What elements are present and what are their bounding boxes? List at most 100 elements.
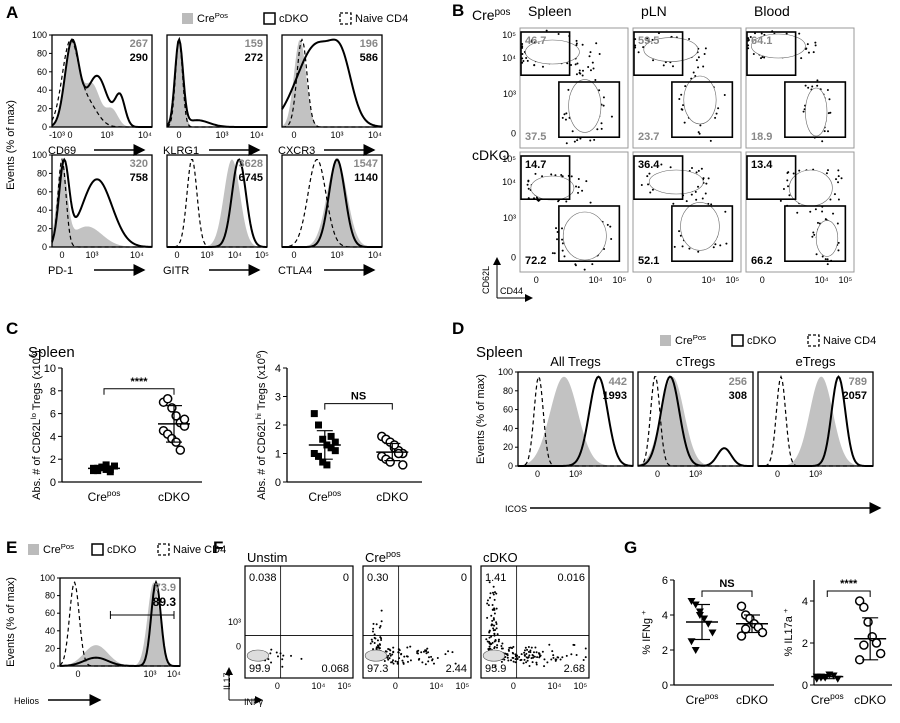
plot-frame [59, 577, 181, 667]
y-tick-label: 20 [503, 442, 513, 452]
gate-percent: 13.4 [751, 159, 773, 171]
histogram-fill [167, 159, 267, 247]
contour [648, 169, 704, 195]
event-dot [715, 112, 718, 115]
event-dot [833, 193, 836, 196]
x-tick-label: 0 [534, 275, 539, 285]
superscript: Pos [61, 542, 74, 551]
event-dot [525, 652, 528, 655]
data-point [740, 624, 751, 634]
x-tick-label: 10⁵ [725, 275, 739, 285]
x-axis-label: ICOS [505, 504, 527, 514]
event-dot [584, 647, 587, 650]
event-dot [602, 104, 605, 107]
event-dot [594, 79, 597, 82]
event-dot [533, 63, 536, 66]
event-dot [829, 198, 832, 201]
data-point [331, 447, 339, 455]
event-dot [533, 655, 536, 658]
event-dot [560, 173, 563, 176]
gate-percent: 66.2 [751, 255, 772, 267]
event-dot [376, 639, 379, 642]
event-dot [575, 44, 578, 47]
event-dot [816, 84, 819, 87]
event-dot [814, 208, 817, 211]
y-tick-label: 100 [32, 30, 47, 40]
y-tick-label: 2 [275, 420, 281, 432]
text-part: Cre [675, 335, 693, 347]
mfi-creps: 256 [729, 376, 747, 388]
event-dot [684, 85, 687, 88]
data-point [736, 601, 747, 611]
x-tick-label: 0 [275, 681, 280, 691]
data-point [179, 414, 190, 425]
event-dot [592, 67, 595, 70]
event-dot [552, 654, 555, 657]
event-dot [526, 648, 529, 651]
category-label: cDKO [854, 693, 886, 707]
event-dot [671, 65, 674, 68]
event-dot [388, 652, 391, 655]
legend-label: CrePos [197, 11, 228, 26]
event-dot [600, 127, 603, 130]
x-tick-label: 0 [67, 130, 72, 140]
event-dot [372, 648, 375, 651]
event-dot [565, 200, 568, 203]
event-dot [392, 646, 395, 649]
panel-letter: B [452, 1, 464, 20]
y-tick-label: 0 [236, 642, 241, 652]
y-tick-label: 0 [275, 477, 281, 489]
legend-swatch [339, 12, 352, 25]
data-point [315, 452, 322, 460]
gate-percent: 72.2 [525, 255, 546, 267]
event-dot [490, 624, 493, 627]
event-dot [376, 644, 379, 647]
event-dot [388, 657, 391, 660]
event-dot [488, 645, 491, 648]
event-dot [576, 62, 579, 65]
event-dot [725, 242, 728, 245]
legend-label: Naive CD4 [173, 544, 226, 556]
x-tick-label: 10⁴ [250, 130, 264, 140]
event-dot [782, 188, 785, 191]
event-dot [683, 121, 686, 124]
event-dot [563, 255, 566, 258]
event-dot [709, 139, 712, 142]
event-dot [678, 98, 681, 101]
y-tick-label: 60 [503, 405, 513, 415]
event-dot [491, 619, 494, 622]
event-dot [538, 655, 541, 658]
event-dot [823, 130, 826, 133]
event-dot [642, 46, 645, 49]
event-dot [688, 37, 691, 40]
column-title: Blood [754, 3, 790, 19]
superscript: + [639, 610, 648, 615]
y-tick-label: 4 [50, 431, 56, 443]
event-dot [403, 655, 406, 658]
histogram-fill [167, 39, 267, 127]
x-tick-label: 10³ [143, 669, 156, 679]
event-dot [570, 64, 573, 67]
mfi-creps: 196 [360, 38, 378, 50]
contour [525, 39, 580, 65]
contour [643, 37, 699, 62]
y-tick-label: 8 [50, 386, 56, 398]
plot-frame [166, 34, 268, 128]
legend-swatch [807, 334, 820, 347]
event-dot [375, 646, 378, 649]
event-dot [570, 175, 573, 178]
gate-percent: 59.5 [638, 35, 659, 47]
event-dot [425, 652, 428, 655]
event-dot [550, 658, 553, 661]
event-dot [548, 643, 551, 646]
mfi-creps: 789 [849, 376, 867, 388]
event-dot [811, 235, 814, 238]
plot-frame [281, 34, 383, 128]
event-dot [380, 637, 383, 640]
text-part: Tregs (x10 [256, 358, 268, 413]
event-dot [387, 658, 390, 661]
marker-label: GITR [163, 265, 189, 277]
event-dot [581, 69, 584, 72]
event-dot [430, 655, 433, 658]
category-label: cDKO [736, 693, 768, 707]
